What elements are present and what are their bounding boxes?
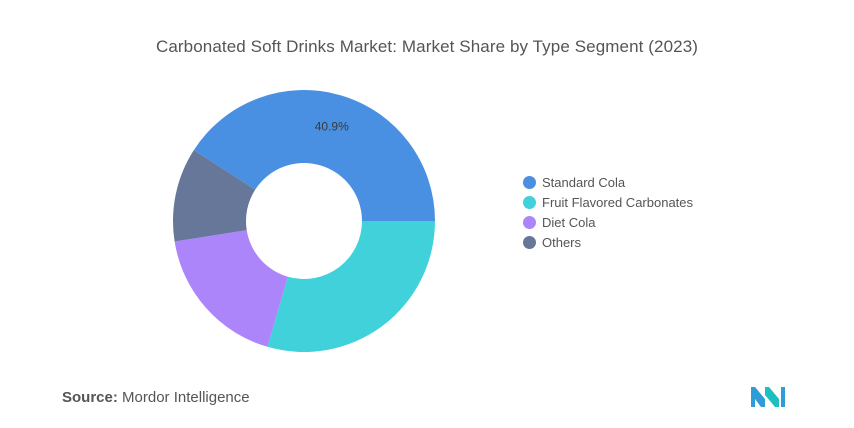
legend-label-diet-cola: Diet Cola <box>542 214 596 230</box>
source-label: Source: <box>62 389 118 406</box>
legend-swatch-diet-cola <box>523 215 536 229</box>
data-labels: 40.9% <box>315 119 349 133</box>
legend-label-standard-cola: Standard Cola <box>542 174 626 190</box>
data-label-standard-cola: 40.9% <box>315 119 349 133</box>
legend-label-others: Others <box>542 234 582 250</box>
donut-slices <box>173 89 435 352</box>
slice-diet-cola[interactable] <box>174 230 288 347</box>
slice-standard-cola[interactable] <box>193 89 435 221</box>
logo-left-shape <box>751 387 765 407</box>
chart-title: Carbonated Soft Drinks Market: Market Sh… <box>155 37 699 56</box>
slice-fruit-flavored-carbonates[interactable] <box>267 221 435 352</box>
legend-item-others[interactable]: Others <box>523 232 693 252</box>
source-note: Source: Mordor Intelligence <box>62 389 250 406</box>
chart-legend: Standard Cola Fruit Flavored Carbonates … <box>523 172 693 252</box>
legend-swatch-others <box>523 235 536 249</box>
logo-right-shape <box>781 387 785 407</box>
legend-swatch-standard-cola <box>523 175 536 189</box>
mordor-intelligence-logo <box>751 387 785 407</box>
legend-item-diet-cola[interactable]: Diet Cola <box>523 212 693 232</box>
legend-item-standard-cola[interactable]: Standard Cola <box>523 172 693 192</box>
legend-label-fruit-flavored-carbonates: Fruit Flavored Carbonates <box>542 194 694 210</box>
logo-middle-shape <box>765 387 779 407</box>
legend-swatch-fruit-flavored-carbonates <box>523 195 536 209</box>
slice-others[interactable] <box>173 150 256 242</box>
source-text: Mordor Intelligence <box>122 389 250 406</box>
legend-item-fruit-flavored-carbonates[interactable]: Fruit Flavored Carbonates <box>523 192 693 212</box>
